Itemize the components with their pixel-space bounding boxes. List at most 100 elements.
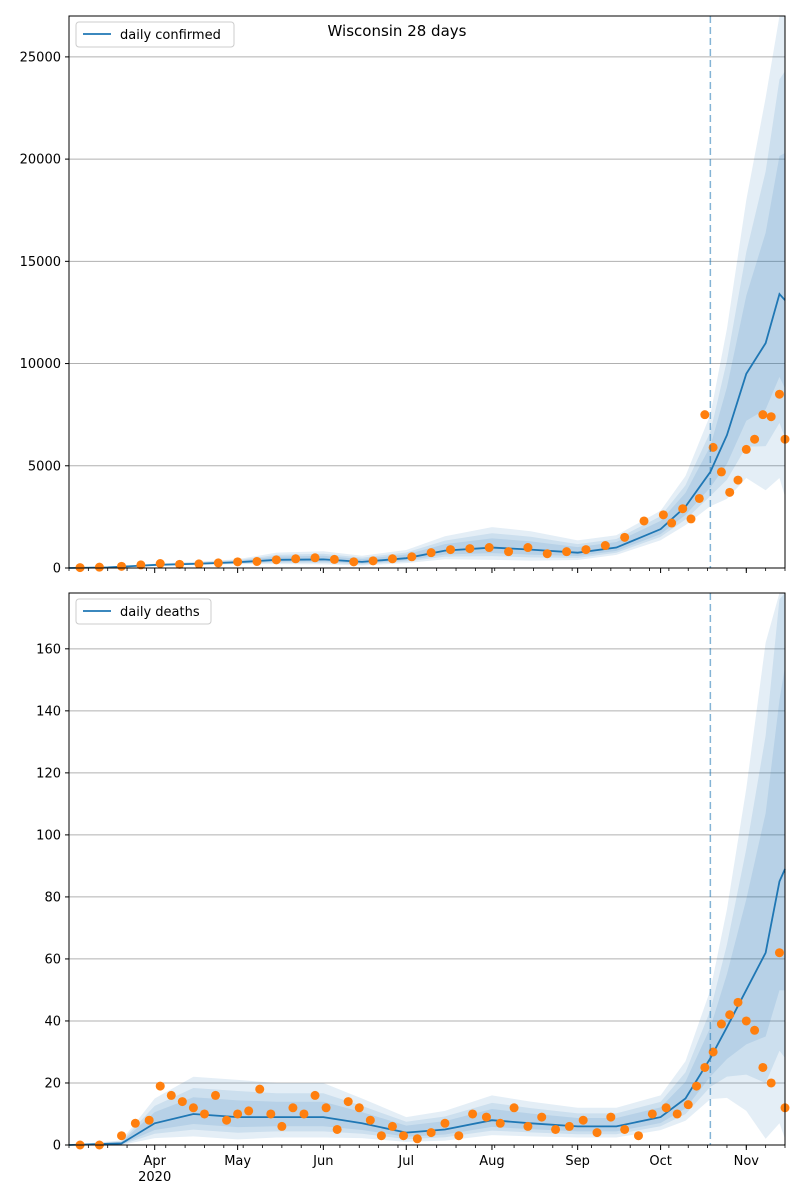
observed-point [578,1115,588,1125]
observed-point [683,1100,693,1110]
observed-point [426,548,436,558]
observed-point [542,549,552,559]
observed-point [376,1131,386,1141]
model-line [68,868,786,1146]
observed-point [468,1109,478,1119]
y-tick-label: 25000 [20,50,61,65]
x-tick-label: Nov [734,1154,760,1169]
observed-point [758,410,768,420]
observed-point [94,562,104,572]
observed-point [343,1097,353,1107]
observed-point [692,1081,702,1091]
observed-point [658,510,668,520]
y-tick-label: 20 [44,1076,61,1091]
y-tick-label: 15000 [20,255,61,270]
y-tick-label: 10000 [20,357,61,372]
observed-point [136,560,146,570]
observed-point [647,1109,657,1119]
observed-point [716,1019,726,1029]
observed-point [639,516,649,526]
observed-point [495,1118,505,1128]
observed-point [299,1109,309,1119]
observed-point [766,412,776,422]
observed-point [661,1103,671,1113]
deaths-panel: 0 20 40 60 80 100 120 140 160 Apr May Jun Jul Aug Sep O… [36,592,790,1185]
observed-point [733,997,743,1007]
uncertainty-band [69,593,785,1145]
observed-point [592,1128,602,1138]
observed-point [222,1115,232,1125]
x-tick-label: Sep [565,1154,590,1169]
observed-point [194,559,204,569]
observed-point [117,561,127,571]
y-tick-label: 20000 [20,153,61,168]
observed-point [166,1090,176,1100]
observed-point [175,559,185,569]
observed-point [678,504,688,514]
observed-point [509,1103,519,1113]
observed-point [758,1062,768,1072]
observed-point [667,518,677,528]
observed-point [332,1124,342,1134]
observed-point [672,1109,682,1119]
y-tick-label: 5000 [28,459,61,474]
uncertainty-band [69,593,785,1145]
x-tick-label: May [224,1154,251,1169]
observed-point [188,1103,198,1113]
observed-point [774,948,784,958]
y-tick-label: 100 [36,828,61,843]
observed-point [117,1131,127,1141]
observed-point [255,1084,265,1094]
confirmed-panel: 0 5000 10000 15000 20000 25000 daily confirmed [20,15,790,577]
observed-point [271,555,281,565]
observed-point [454,1131,464,1141]
y-tick-label: 80 [44,890,61,905]
observed-point [233,1109,243,1119]
observed-point [606,1112,616,1122]
legend-label: daily confirmed [120,28,221,43]
observed-point [244,1106,254,1116]
observed-point [310,1090,320,1100]
observed-point [440,1118,450,1128]
observed-point [504,547,514,557]
observed-point [774,389,784,399]
observed-point [523,543,533,553]
x-tick-label: Apr [143,1154,166,1169]
observed-point [766,1078,776,1088]
observed-point [481,1112,491,1122]
observed-point [600,541,610,551]
observed-point [741,1016,751,1026]
observed-point [426,1128,436,1138]
observed-point [551,1124,561,1134]
observed-point [399,1131,409,1141]
observed-point [291,554,301,564]
observed-point [700,1062,710,1072]
observed-point [368,556,378,566]
x-tick-label: Aug [479,1154,504,1169]
observed-point [465,544,475,554]
observed-point [537,1112,547,1122]
observed-point [321,1103,331,1113]
observed-point [412,1134,422,1144]
observed-point [725,1010,735,1020]
observed-point [130,1118,140,1128]
observed-point [716,467,726,477]
x-tick-label: Oct [649,1154,671,1169]
observed-point [354,1103,364,1113]
y-tick-label: 120 [36,766,61,781]
observed-point [266,1109,276,1119]
x-tick-label: Jun [312,1154,333,1169]
observed-point [445,545,455,555]
y-tick-label: 40 [44,1014,61,1029]
observed-point [750,434,760,444]
observed-point [387,1121,397,1131]
observed-point [252,556,262,566]
observed-point [725,487,735,497]
axes-frame [68,592,786,1146]
observed-point [199,1109,209,1119]
observed-point [365,1115,375,1125]
observed-point [155,1081,165,1091]
observed-point [686,514,696,524]
y-tick-label: 0 [53,562,61,577]
